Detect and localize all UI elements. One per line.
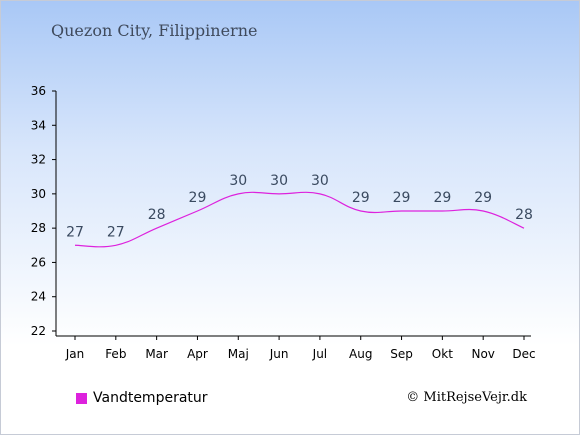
data-label: 29 xyxy=(189,190,207,206)
y-tick-label: 30 xyxy=(31,187,46,201)
x-tick-label: Sep xyxy=(390,347,413,361)
x-tick-label: Nov xyxy=(471,347,494,361)
y-tick-label: 24 xyxy=(31,290,46,304)
y-tick-label: 26 xyxy=(31,255,46,269)
data-label: 28 xyxy=(515,207,533,223)
x-tick-label: Mar xyxy=(145,347,168,361)
data-label: 29 xyxy=(474,190,492,206)
x-tick-label: Jan xyxy=(65,347,85,361)
y-tick-label: 28 xyxy=(31,221,46,235)
x-tick-label: Aug xyxy=(349,347,372,361)
data-label: 27 xyxy=(66,224,84,240)
data-label: 29 xyxy=(393,190,411,206)
x-tick-label: Okt xyxy=(432,347,453,361)
legend-label: Vandtemperatur xyxy=(93,390,208,406)
x-tick-label: Feb xyxy=(105,347,126,361)
x-tick-label: Jun xyxy=(269,347,289,361)
y-tick-label: 34 xyxy=(31,118,46,132)
data-label: 30 xyxy=(311,173,329,189)
data-label: 29 xyxy=(352,190,370,206)
data-label: 28 xyxy=(148,207,166,223)
x-tick-label: Maj xyxy=(228,347,249,361)
copyright-text: © MitRejseVejr.dk xyxy=(406,390,527,405)
legend-swatch xyxy=(76,392,87,404)
data-label: 27 xyxy=(107,224,125,240)
data-label: 30 xyxy=(270,173,288,189)
data-label: 29 xyxy=(433,190,451,206)
data-label: 30 xyxy=(229,173,247,189)
x-tick-label: Apr xyxy=(187,347,208,361)
y-tick-label: 22 xyxy=(31,324,46,338)
legend: Vandtemperatur xyxy=(76,390,208,406)
y-tick-label: 32 xyxy=(31,153,46,167)
x-tick-label: Jul xyxy=(312,347,327,361)
y-tick-label: 36 xyxy=(31,84,46,98)
chart-title: Quezon City, Filippinerne xyxy=(51,21,258,40)
series-line xyxy=(74,191,525,248)
x-tick-label: Dec xyxy=(512,347,535,361)
